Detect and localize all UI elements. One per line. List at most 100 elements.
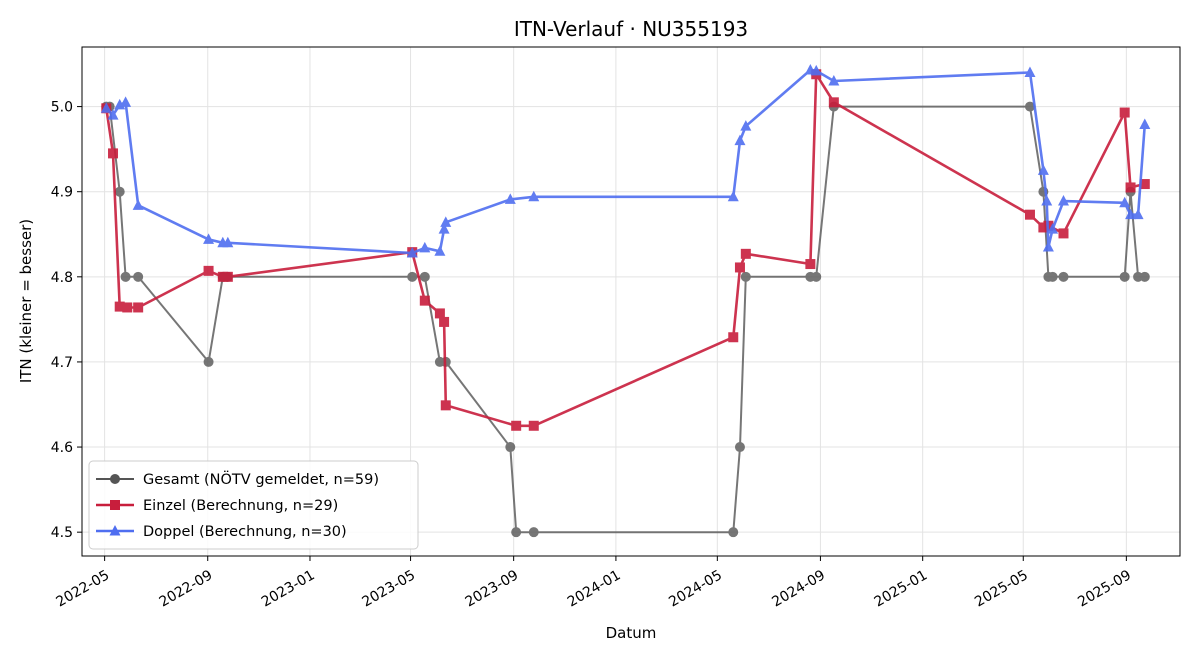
- data-point: [1057, 195, 1069, 206]
- data-point: [133, 302, 144, 313]
- series-layer: [100, 63, 1151, 538]
- legend-marker: [110, 474, 120, 484]
- x-tick-label: 2024-05: [666, 567, 725, 610]
- y-tick-label: 5.0: [51, 100, 73, 116]
- data-point: [439, 316, 450, 327]
- data-point: [805, 259, 816, 270]
- x-axis-label: Datum: [606, 624, 657, 642]
- data-point: [1119, 271, 1130, 282]
- y-tick-label: 4.6: [51, 440, 73, 456]
- data-point: [511, 527, 522, 538]
- data-point: [740, 271, 751, 282]
- data-point: [1047, 271, 1058, 282]
- data-point: [100, 102, 112, 113]
- x-tick-label: 2025-05: [972, 567, 1031, 610]
- data-point: [222, 271, 233, 282]
- data-point: [811, 271, 822, 282]
- data-point: [734, 134, 746, 146]
- x-tick-label: 2024-01: [565, 567, 624, 610]
- legend-item: Einzel (Berechnung, n=29): [96, 498, 338, 514]
- x-tick-label: 2022-05: [54, 567, 113, 610]
- data-point: [1139, 271, 1150, 282]
- data-point: [1132, 208, 1144, 220]
- data-point: [434, 245, 446, 256]
- data-point: [132, 199, 144, 210]
- data-point: [740, 120, 752, 131]
- data-point: [1041, 195, 1053, 206]
- data-point: [727, 190, 739, 202]
- data-point: [528, 190, 540, 202]
- y-tick-label: 4.5: [51, 525, 73, 541]
- data-point: [108, 148, 119, 159]
- x-tick-label: 2024-09: [769, 567, 828, 610]
- data-point: [217, 271, 228, 282]
- data-point: [1119, 107, 1130, 118]
- legend-label: Doppel (Berechnung, n=30): [143, 524, 347, 540]
- data-point: [203, 233, 215, 244]
- data-point: [504, 193, 516, 204]
- data-point: [1024, 66, 1036, 78]
- data-point: [1042, 241, 1054, 252]
- data-point: [203, 265, 214, 276]
- data-point: [434, 308, 445, 319]
- legend-item: Gesamt (NÖTV gemeldet, n=59): [96, 470, 379, 488]
- data-point: [740, 248, 751, 259]
- data-point: [1119, 196, 1131, 208]
- legend-label: Einzel (Berechnung, n=29): [143, 498, 338, 514]
- data-point: [810, 64, 822, 76]
- series-line: [105, 72, 1146, 428]
- series-3: [100, 63, 1151, 258]
- plot-frame: [81, 46, 1181, 557]
- data-point: [114, 186, 125, 197]
- data-point: [222, 236, 234, 248]
- data-point: [505, 442, 516, 453]
- series-2: [101, 69, 1150, 431]
- y-tick-label: 4.8: [51, 270, 73, 286]
- series-line: [105, 68, 1147, 255]
- x-tick-label: 2025-09: [1075, 567, 1134, 610]
- data-point: [419, 295, 430, 306]
- data-point: [1125, 208, 1137, 220]
- legend-item: Doppel (Berechnung, n=30): [96, 524, 347, 540]
- data-point: [734, 262, 745, 273]
- data-point: [828, 97, 839, 108]
- data-point: [440, 216, 452, 227]
- data-point: [133, 271, 144, 282]
- data-point: [511, 420, 522, 431]
- legend-label: Gesamt (NÖTV gemeldet, n=59): [143, 470, 379, 488]
- data-point: [1038, 222, 1049, 233]
- data-point: [1058, 271, 1069, 282]
- data-point: [438, 223, 450, 234]
- data-point: [1139, 179, 1150, 190]
- data-point: [203, 356, 214, 367]
- data-point: [1024, 209, 1035, 220]
- data-point: [407, 271, 418, 282]
- data-point: [122, 302, 133, 313]
- y-axis-label: ITN (kleiner = besser): [17, 219, 35, 383]
- data-point: [1058, 228, 1069, 239]
- x-tick-label: 2025-01: [872, 567, 931, 610]
- x-tick-label: 2022-09: [157, 567, 216, 610]
- y-tick-label: 4.7: [51, 355, 73, 371]
- data-point: [440, 400, 451, 411]
- data-point: [120, 96, 132, 107]
- legend: Gesamt (NÖTV gemeldet, n=59) Einzel (Bere…: [88, 460, 419, 550]
- data-point: [107, 109, 119, 120]
- legend-box: [88, 460, 419, 550]
- x-tick-label: 2023-01: [259, 567, 318, 610]
- legend-marker: [109, 525, 121, 536]
- data-point: [419, 241, 431, 253]
- data-point: [1125, 182, 1136, 193]
- data-point: [114, 301, 125, 312]
- data-point: [120, 271, 131, 282]
- y-tick-label: 4.9: [51, 185, 73, 201]
- data-point: [419, 271, 430, 282]
- data-point: [728, 332, 739, 343]
- data-point: [1037, 164, 1049, 175]
- data-point: [528, 420, 539, 431]
- data-point: [406, 246, 418, 258]
- x-tick-label: 2023-05: [359, 567, 418, 610]
- data-point: [734, 442, 745, 453]
- data-point: [728, 527, 739, 538]
